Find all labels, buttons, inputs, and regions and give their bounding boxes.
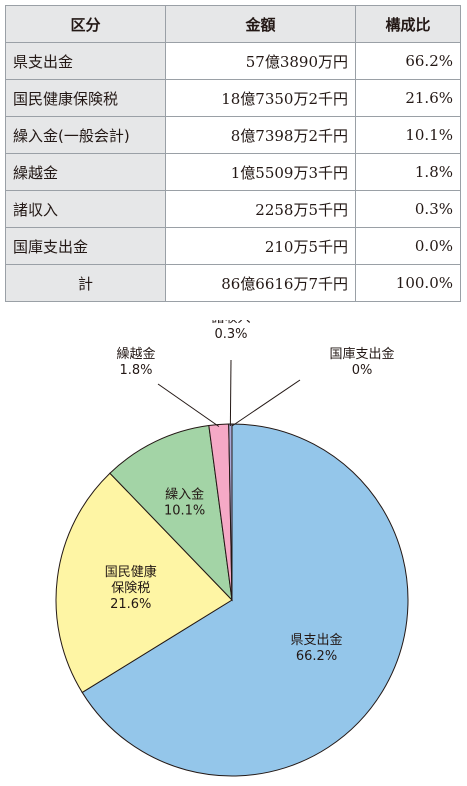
row-amount: 8億7398万2千円 <box>165 116 356 154</box>
row-ratio: 66.2% <box>355 42 461 80</box>
pie-chart: 県支出金66.2%国民健康保険税21.6%繰入金10.1%繰越金1.8%諸収入0… <box>55 320 409 777</box>
row-label: 国庫支出金 <box>5 227 166 265</box>
row-ratio: 10.1% <box>355 116 461 154</box>
row-ratio: 0.3% <box>355 190 461 228</box>
row-label: 県支出金 <box>5 42 166 80</box>
row-ratio: 0.0% <box>355 227 461 265</box>
slice-pct-label: 21.6% <box>110 597 151 612</box>
table-total-row: 計 86億6616万7千円 100.0% <box>5 264 461 302</box>
leader-line <box>231 379 301 427</box>
row-label: 諸収入 <box>5 190 166 228</box>
table-row: 国庫支出金 210万5千円 0.0% <box>5 227 461 265</box>
header-ratio: 構成比 <box>355 5 461 43</box>
row-ratio: 21.6% <box>355 79 461 117</box>
total-ratio: 100.0% <box>355 264 461 302</box>
pie-slice-2 <box>55 472 233 694</box>
table-row: 繰越金 1億5509万3千円 1.8% <box>5 153 461 191</box>
header-category: 区分 <box>5 5 166 43</box>
slice-name-label: 国民健康 <box>105 564 157 580</box>
table-header-row: 区分 金額 構成比 <box>5 5 461 43</box>
slice-pct-label: 0.3% <box>214 327 247 342</box>
table-row: 諸収入 2258万5千円 0.3% <box>5 190 461 228</box>
header-amount: 金額 <box>165 5 356 43</box>
table-row: 国民健康保険税 18億7350万2千円 21.6% <box>5 79 461 117</box>
row-amount: 1億5509万3千円 <box>165 153 356 191</box>
slice-pct-label: 1.8% <box>119 363 152 378</box>
row-amount: 18億7350万2千円 <box>165 79 356 117</box>
row-amount: 57億3890万円 <box>165 42 356 80</box>
row-ratio: 1.8% <box>355 153 461 191</box>
slice-name-label: 諸収入 <box>211 320 250 326</box>
row-amount: 2258万5千円 <box>165 190 356 228</box>
row-label: 繰入金(一般会計) <box>5 116 166 154</box>
leader-line <box>157 383 220 427</box>
pie-slice-3 <box>109 424 233 602</box>
slice-name-label: 繰入金 <box>165 487 204 503</box>
leader-line <box>229 359 232 427</box>
total-amount: 86億6616万7千円 <box>165 264 356 302</box>
row-label: 繰越金 <box>5 153 166 191</box>
row-amount: 210万5千円 <box>165 227 356 265</box>
table-row: 県支出金 57億3890万円 66.2% <box>5 42 461 80</box>
pie-slice-1 <box>81 423 409 777</box>
revenue-table: 区分 金額 構成比 県支出金 57億3890万円 66.2% 国民健康保険税 1… <box>5 5 461 302</box>
slice-pct-label: 0% <box>352 363 373 378</box>
row-label: 国民健康保険税 <box>5 79 166 117</box>
slice-name-label: 県支出金 <box>291 632 343 648</box>
slice-name-label: 繰越金 <box>116 346 155 362</box>
table-row: 繰入金(一般会計) 8億7398万2千円 10.1% <box>5 116 461 154</box>
slice-name-label: 国庫支出金 <box>329 346 394 362</box>
slice-name-label: 保険税 <box>111 581 150 596</box>
total-label: 計 <box>5 264 166 302</box>
slice-pct-label: 10.1% <box>164 504 205 519</box>
slice-pct-label: 66.2% <box>296 649 337 664</box>
